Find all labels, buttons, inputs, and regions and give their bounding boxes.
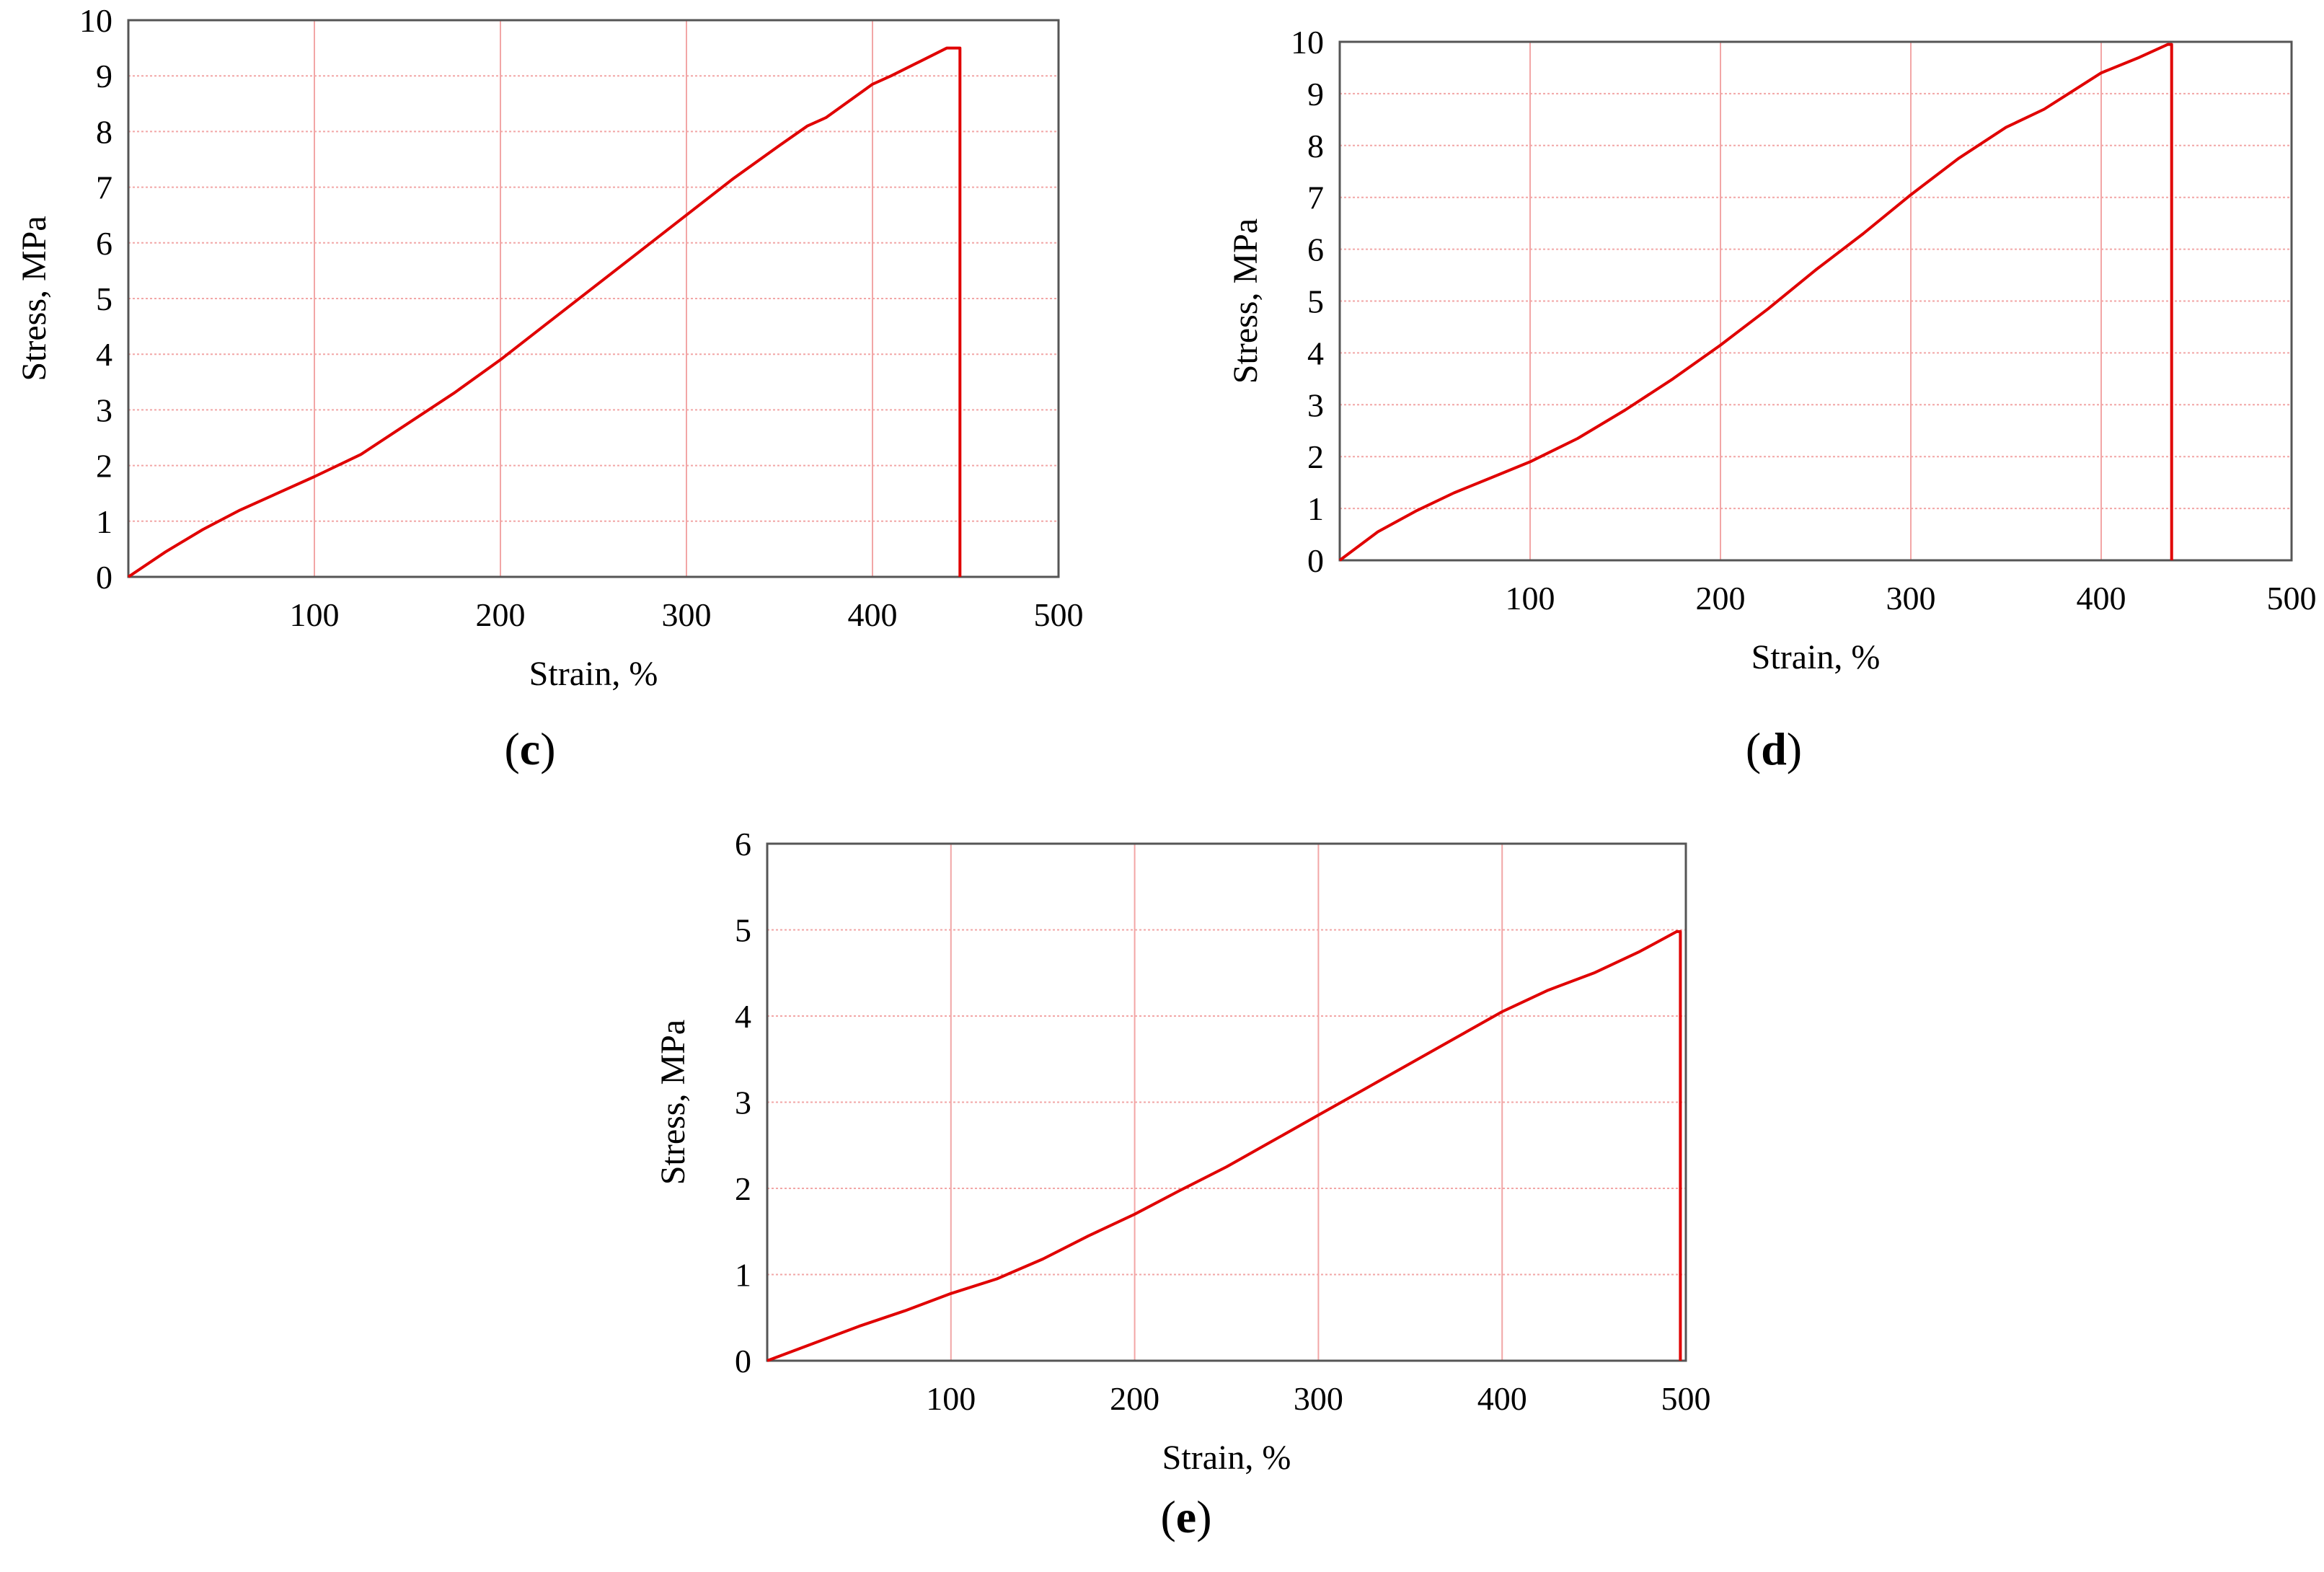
panel-label: (e) [1160,1491,1211,1542]
plot-frame [127,19,1060,578]
panel-label-letter: c [520,723,540,774]
x-tick-label: 400 [848,596,898,633]
y-axis-title: Stress, MPa [15,216,53,381]
y-tick-label: 6 [735,826,751,862]
y-tick-label: 0 [1307,542,1324,579]
y-tick-label: 10 [1291,24,1324,61]
x-tick-labels: 100 200 300 400 500 [926,1380,1710,1417]
y-axis-title: Stress, MPa [654,1020,692,1185]
y-tick-label: 9 [96,58,112,94]
y-tick-label: 0 [96,559,112,596]
y-tick-label: 7 [96,169,112,206]
x-tick-label: 300 [1294,1380,1343,1417]
x-tick-label: 500 [1661,1380,1711,1417]
y-tick-label: 4 [1307,335,1324,371]
x-tick-label: 500 [1034,596,1084,633]
y-tick-labels: 0 1 2 3 4 5 6 [735,826,751,1379]
panel-label: (c) [504,723,555,774]
y-tick-label: 10 [79,2,112,39]
x-tick-labels: 100 200 300 400 500 [290,596,1084,633]
stress-strain-curve [127,46,962,578]
x-axis-title: Strain, % [1162,1439,1291,1477]
y-tick-label: 2 [96,448,112,485]
panel-label-close: ) [540,723,555,774]
panel-label-letter: e [1176,1491,1196,1542]
panel-label-open: ( [1160,1491,1175,1542]
y-tick-label: 8 [1307,128,1324,164]
plot-frame [766,842,1687,1362]
y-tick-label: 5 [96,281,112,317]
y-tick-label: 3 [735,1085,751,1121]
panel-label-close: ) [1787,723,1802,774]
x-tick-label: 100 [1506,580,1555,617]
x-tick-label: 400 [1477,1380,1527,1417]
panel-label: (d) [1746,723,1802,774]
y-axis-title: Stress, MPa [1227,218,1265,384]
y-tick-label: 3 [96,392,112,428]
plot-frame [1338,40,2293,562]
y-tick-label: 0 [735,1343,751,1379]
grid-layer [128,20,1059,577]
x-tick-label: 200 [476,596,526,633]
chart-panel-e: 100 200 300 400 500 0 1 2 3 4 5 6 Strain, % Stress… [654,826,1711,1542]
x-tick-labels: 100 200 300 400 500 [1506,580,2317,617]
x-tick-label: 400 [2077,580,2126,617]
stress-strain-curve [766,929,1682,1362]
x-tick-label: 500 [2267,580,2317,617]
y-tick-label: 2 [1307,438,1324,475]
y-tick-label: 4 [735,998,751,1035]
grid-layer [767,844,1686,1361]
y-tick-label: 3 [1307,387,1324,423]
y-tick-label: 1 [735,1257,751,1294]
panel-label-letter: d [1761,723,1787,774]
panel-label-open: ( [1746,723,1761,774]
chart-panel-c: 100 200 300 400 500 0 1 2 3 4 5 6 7 8 9 10 Strain, % S… [15,2,1084,774]
x-tick-label: 100 [290,596,340,633]
x-tick-label: 300 [1886,580,1936,617]
x-tick-label: 300 [662,596,712,633]
y-tick-label: 8 [96,113,112,150]
y-tick-label: 1 [96,503,112,540]
panel-label-close: ) [1196,1491,1211,1542]
y-tick-label: 4 [96,336,112,373]
y-tick-labels: 0 1 2 3 4 5 6 7 8 9 10 [79,2,112,596]
stress-strain-curve [1338,43,2173,562]
x-tick-label: 100 [926,1380,976,1417]
x-axis-title: Strain, % [529,655,658,693]
y-tick-label: 7 [1307,180,1324,216]
y-tick-label: 2 [735,1170,751,1207]
chart-panel-d: 100 200 300 400 500 0 1 2 3 4 5 6 7 8 9 10 Strain, % S… [1227,24,2317,774]
x-tick-label: 200 [1110,1380,1159,1417]
y-tick-label: 1 [1307,490,1324,527]
y-tick-label: 5 [735,912,751,949]
y-tick-label: 5 [1307,283,1324,320]
y-tick-labels: 0 1 2 3 4 5 6 7 8 9 10 [1291,24,1324,579]
y-tick-label: 6 [1307,231,1324,268]
grid-layer [1340,42,2292,560]
y-tick-label: 9 [1307,76,1324,112]
x-tick-label: 200 [1696,580,1746,617]
panel-label-open: ( [504,723,519,774]
y-tick-label: 6 [96,225,112,262]
x-axis-title: Strain, % [1751,638,1881,676]
